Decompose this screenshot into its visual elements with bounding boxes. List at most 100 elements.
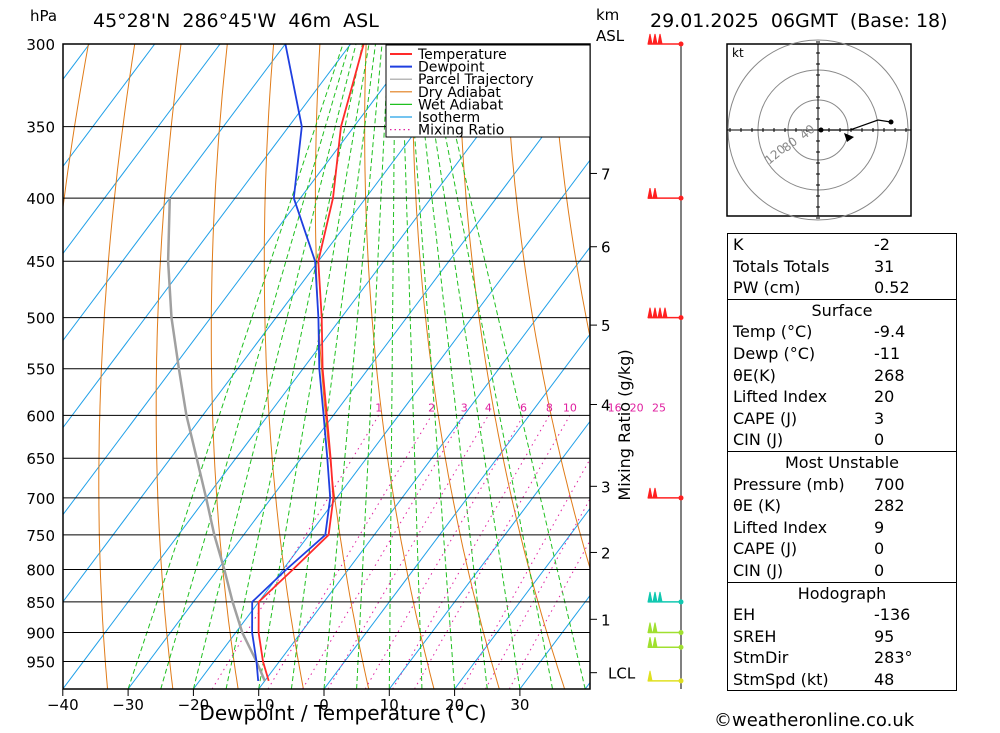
temp-tick-label: −10 [243, 696, 275, 714]
isotherm-line [258, 246, 590, 689]
wind-barb-flag [647, 188, 653, 199]
plot-frame [62, 43, 591, 690]
stat-row: Lifted Index 9 [728, 517, 956, 539]
pressure-label: 800 [26, 561, 55, 579]
mixing-ratio-line [484, 497, 590, 689]
hodograph-title: Hodograph [728, 581, 956, 605]
stat-row: θE(K) 268 [728, 365, 956, 387]
wind-barb-flag [662, 307, 668, 319]
wet-adiabat-line [433, 44, 586, 689]
wind-barb-flag [652, 188, 658, 199]
mixing-ratio-line [461, 458, 590, 689]
k-index-row: K -2 [728, 234, 956, 256]
tt-label: Totals Totals [733, 256, 830, 276]
stat-value: -11 [874, 343, 901, 363]
surface-rows: Temp (°C) -9.4 Dewp (°C) -11 θE(K) 268 Lifted … [728, 321, 956, 451]
dewpoint-line [251, 44, 332, 681]
dry-adiabat-line [155, 44, 182, 689]
stat-value: -136 [874, 605, 911, 625]
hodograph-point [888, 119, 894, 125]
km-label: km [596, 6, 620, 24]
wind-barb-flag [647, 670, 653, 682]
isotherm-line [63, 44, 156, 168]
wind-barb-flag [647, 487, 653, 499]
stat-label: Lifted Index [733, 517, 828, 537]
wet-adiabat-line [414, 44, 488, 689]
stat-label: CAPE (J) [733, 539, 798, 559]
km-tick-label: 6 [601, 239, 611, 257]
wind-barb-flag [652, 637, 658, 648]
pressure-label: 900 [26, 625, 55, 643]
sounding-profiles [166, 44, 365, 682]
credit-text: ©weatheronline.co.uk [714, 710, 915, 731]
stat-row: CAPE (J) 0 [728, 538, 956, 560]
isotherm-line [63, 44, 221, 255]
totals-row: Totals Totals 31 [728, 256, 956, 278]
stat-value: 700 [874, 474, 905, 494]
wet-adiabat-line [420, 44, 521, 689]
stat-value: 268 [874, 365, 905, 385]
k-label: K [733, 235, 744, 254]
stat-value: 95 [874, 626, 895, 646]
pressure-label: 350 [26, 119, 55, 137]
wind-barb-flag [652, 487, 658, 499]
mixing-ratio-axis-label: Mixing Ratio (g/kg) [615, 349, 634, 500]
legend-label: Wet Adiabat [418, 97, 504, 113]
stat-label: θE(K) [733, 365, 776, 385]
km-tick-label: 1 [601, 611, 611, 629]
pw-value: 0.52 [874, 278, 910, 298]
pressure-label: 850 [26, 594, 55, 612]
k-value: -2 [874, 235, 890, 254]
mixing-ratio-line [508, 539, 590, 689]
km-tick-label: 7 [601, 165, 611, 183]
pressure-label: 500 [26, 310, 55, 328]
stat-label: EH [733, 605, 756, 625]
temp-tick-label: −40 [47, 696, 79, 714]
isotherm-line [323, 333, 590, 689]
storm-motion-marker [844, 133, 854, 142]
stat-row: CIN (J) 0 [728, 429, 956, 451]
temp-tick-label: 20 [445, 696, 464, 714]
temp-tick-label: −30 [112, 696, 144, 714]
stat-row: Pressure (mb) 700 [728, 474, 956, 496]
tt-value: 31 [874, 256, 895, 276]
pressure-label: 400 [26, 190, 55, 208]
stat-value: 0 [874, 539, 885, 559]
wind-barb-flag [657, 33, 663, 45]
wind-barb-flag [647, 307, 653, 319]
wet-adiabat-line [356, 44, 389, 689]
isotherm-line [63, 44, 482, 603]
km-tick-label: LCL [608, 665, 636, 683]
mixing-ratio-label: 3 [461, 401, 468, 414]
dry-adiabat-line [98, 44, 136, 689]
wet-adiabat-line [258, 44, 370, 689]
wet-adiabat-line [427, 44, 553, 689]
stat-row: CAPE (J) 3 [728, 408, 956, 430]
isotherm-line [63, 44, 417, 516]
stat-label: Pressure (mb) [733, 474, 845, 494]
wind-barb-flag [647, 622, 653, 634]
most-unstable-rows: Pressure (mb) 700 θE (K) 282 Lifted Index 9 CA… [728, 474, 956, 582]
hodograph-unit: kt [732, 46, 744, 60]
wind-barbs [647, 33, 684, 684]
stat-label: Temp (°C) [733, 322, 813, 342]
legend-label: Mixing Ratio [418, 123, 504, 139]
stat-row: Temp (°C) -9.4 [728, 321, 956, 343]
axes: 1 2 3 4 6 8 10 16 20 25 −40 −30 −20 −10 0 10 20 30 [47, 401, 666, 714]
mixing-ratio-label: 16 [608, 401, 622, 414]
stat-value: 3 [874, 408, 885, 428]
stat-label: Lifted Index [733, 387, 828, 407]
hpa-label: hPa [30, 7, 58, 25]
wind-barb-flag [652, 591, 658, 603]
stat-label: CIN (J) [733, 560, 784, 580]
mixing-ratio-line [211, 415, 380, 689]
isotherm-line [454, 507, 590, 689]
pressure-label: 450 [26, 253, 55, 271]
wind-barb-flag [647, 591, 653, 603]
mixing-ratio-label: 2 [428, 401, 435, 414]
pw-row: PW (cm) 0.52 [728, 277, 956, 299]
hodograph-rows: EH -136 SREH 95 StmDir 283° StmSpd (kt) 48 [728, 604, 956, 690]
dry-adiabat-line [550, 44, 590, 340]
stat-row: EH -136 [728, 604, 956, 626]
